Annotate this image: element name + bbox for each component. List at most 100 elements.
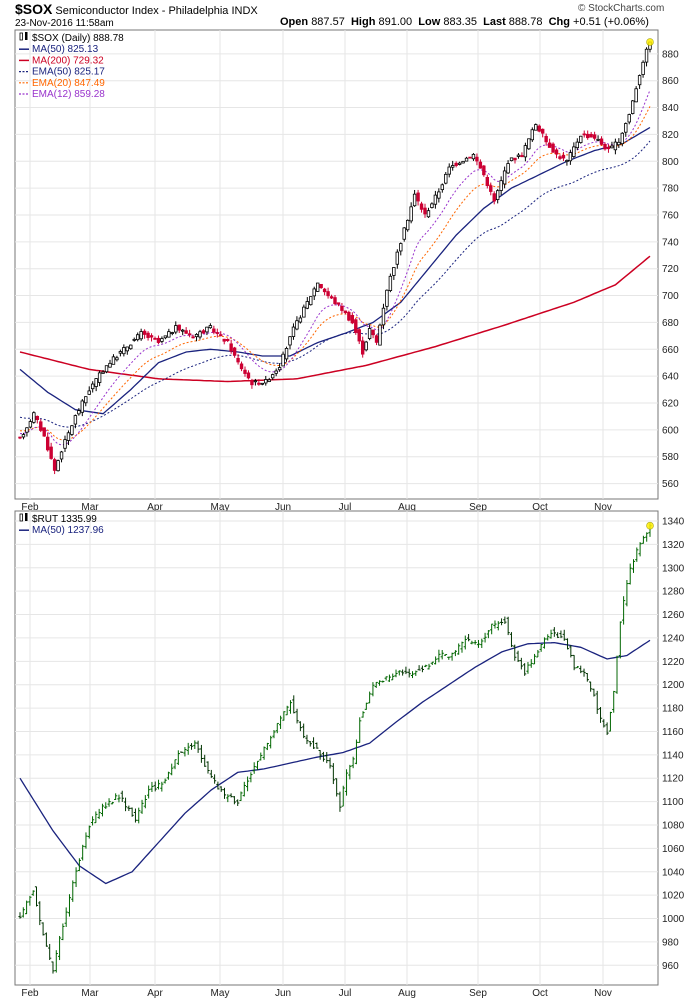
quote-summary: Open 887.57 High 891.00 Low 883.35 Last … [280, 16, 649, 28]
x-tick-label: Aug [398, 988, 416, 999]
candle-body [530, 129, 535, 141]
rut-price-panel: 960 980 1000 1020 1040 1060 1080 1100 1120 1140 11… [14, 510, 685, 999]
candle-body [225, 338, 230, 342]
last-value: 888.78 [508, 16, 543, 28]
candle-body [222, 338, 226, 342]
y-tick-label: 1180 [662, 704, 684, 715]
candle-body [250, 380, 254, 386]
candle-body [388, 275, 393, 291]
legend-swatch [19, 32, 23, 41]
exchange-label: INDX [231, 5, 258, 17]
candle-body [412, 193, 417, 207]
candle-body [277, 367, 282, 371]
y-tick-label: 800 [662, 157, 679, 168]
candle-body [87, 390, 91, 395]
x-tick-label: May [211, 988, 230, 999]
candle-body [620, 132, 625, 145]
candle-body [575, 141, 580, 149]
candle-body [315, 282, 320, 292]
candle-body [56, 460, 60, 472]
candle-body [101, 371, 105, 374]
candle-body [534, 124, 538, 131]
y-tick-label: 1320 [662, 540, 685, 551]
candle-body [537, 125, 541, 132]
candle-body [395, 251, 400, 265]
last-price-marker [646, 38, 654, 46]
y-tick-label: 980 [662, 937, 679, 948]
candle-body [139, 331, 143, 340]
candle-body [77, 410, 81, 415]
legend-swatch [25, 513, 28, 521]
candle-body [492, 193, 496, 202]
candle-body [561, 154, 566, 159]
candle-body [430, 203, 434, 208]
candle-body [174, 325, 178, 333]
y-tick-label: 700 [662, 291, 679, 302]
candle-body [644, 48, 649, 63]
candle-body [198, 331, 202, 338]
candle-body [170, 332, 175, 334]
candle-body [471, 153, 476, 160]
candle-body [132, 338, 136, 341]
y-tick-label: 1160 [662, 727, 684, 738]
candle-body [423, 207, 427, 215]
candle-body [73, 415, 78, 425]
y-tick-label: 1300 [662, 563, 685, 574]
candle-body [39, 421, 43, 431]
legend-label: EMA(20) 847.49 [32, 78, 105, 89]
y-tick-label: 560 [662, 479, 679, 490]
low-value: 883.35 [443, 16, 477, 28]
candle-body [475, 156, 479, 162]
y-tick-label: 1000 [662, 914, 685, 925]
legend-label: $SOX (Daily) 888.78 [32, 33, 124, 44]
candle-body [551, 143, 555, 153]
x-tick-label: Mar [81, 988, 99, 999]
candle-body [219, 334, 223, 337]
y-tick-label: 1220 [662, 657, 685, 668]
x-tick-label: May [211, 502, 230, 513]
candle-body [35, 415, 40, 420]
candle-body [506, 163, 510, 174]
candle-body [495, 190, 500, 200]
candle-body [336, 302, 341, 305]
candle-body [52, 459, 57, 471]
candle-body [156, 337, 161, 343]
y-tick-label: 1080 [662, 820, 685, 831]
candle-body [579, 135, 583, 143]
high-value: 891.00 [378, 16, 413, 28]
candle-body [32, 412, 36, 423]
chart-header-title: $SOX Semiconductor Index - Philadelphia I… [15, 1, 258, 19]
legend-swatch [19, 513, 23, 522]
candle-body [347, 311, 351, 321]
x-tick-label: Nov [594, 502, 612, 513]
candle-body [419, 203, 424, 210]
candle-body [205, 326, 209, 333]
candle-body [135, 334, 140, 341]
candle-body [236, 357, 240, 363]
chg-label: Chg [548, 16, 570, 28]
candle-body [613, 141, 618, 151]
x-tick-label: Apr [147, 988, 163, 999]
candle-body [18, 436, 22, 439]
legend-label: $RUT 1335.99 [32, 514, 97, 525]
x-tick-label: Feb [21, 988, 39, 999]
low-label: Low [418, 16, 441, 28]
candle-body [163, 335, 168, 339]
candle-body [260, 382, 265, 385]
candle-body [326, 291, 330, 297]
candle-body [42, 427, 46, 437]
x-tick-label: Oct [532, 988, 548, 999]
candle-body [502, 170, 507, 185]
candle-body [142, 330, 147, 335]
candle-body [558, 156, 562, 159]
y-tick-label: 860 [662, 76, 679, 87]
candle-body [385, 289, 389, 307]
candle-body [149, 335, 154, 338]
x-tick-label: Sep [469, 502, 487, 513]
legend-label: EMA(12) 859.28 [32, 89, 105, 100]
legend-swatch [25, 32, 28, 40]
candle-body [66, 432, 71, 441]
y-tick-label: 880 [662, 49, 679, 60]
y-tick-label: 1240 [662, 633, 685, 644]
candle-body [572, 146, 576, 157]
